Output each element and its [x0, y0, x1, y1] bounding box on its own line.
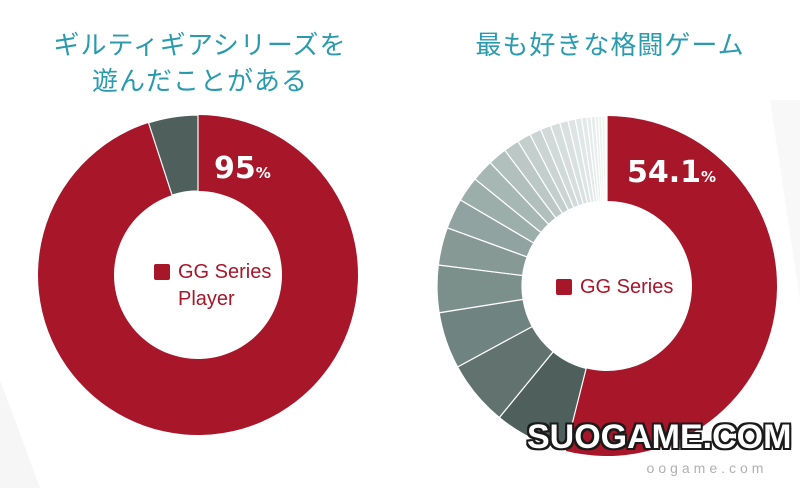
left-chart-legend-label-0: GG Series — [178, 261, 271, 283]
chart-title-right: 最も好きな格闘ゲーム — [475, 31, 745, 61]
donut-chart-left: 95% GG Series Player — [37, 114, 358, 435]
watermark-main-text: SUOGAME.COM — [527, 418, 792, 456]
right-chart-legend-label-0: GG Series — [580, 276, 673, 298]
right-chart-slice-0 — [565, 116, 778, 457]
right-chart-percent-label: 54.1% — [627, 155, 716, 190]
watermark-sub-text: oogame.com — [646, 460, 768, 476]
chart-title-left-line-2: 遊んだことがある — [91, 67, 308, 97]
left-chart-legend-label-1: Player — [178, 288, 235, 310]
left-chart-legend-swatch — [154, 264, 170, 280]
watermark: SUOGAME.COM oogame.com — [527, 414, 792, 488]
left-chart-slice-0 — [37, 115, 358, 435]
left-chart-slice-1 — [147, 114, 199, 196]
chart-title-left: ギルティギアシリーズを 遊んだことがある — [40, 28, 360, 100]
right-chart-slice-24 — [604, 115, 608, 202]
left-chart-percent-label: 95% — [214, 151, 271, 186]
chart-title-left-line-1: ギルティギアシリーズを — [53, 31, 347, 61]
donut-chart-right: 54.1% GG Series — [436, 115, 778, 457]
right-chart-legend-swatch — [556, 279, 572, 295]
